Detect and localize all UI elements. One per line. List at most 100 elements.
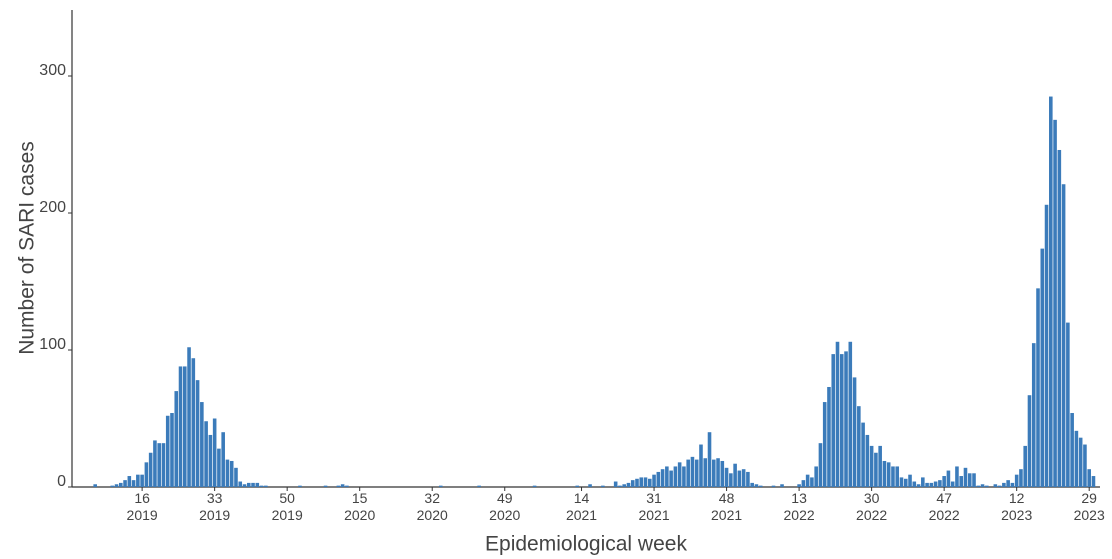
bar <box>908 474 912 487</box>
x-tick-label: 49 2020 <box>489 490 521 523</box>
bar <box>895 466 900 487</box>
bar <box>690 456 695 487</box>
bar <box>874 452 878 487</box>
bar <box>754 484 759 487</box>
x-tick-label: 31 2021 <box>638 490 670 523</box>
bar <box>438 485 443 487</box>
x-tick-label: 15 2020 <box>344 490 376 523</box>
bar <box>903 478 908 487</box>
bar <box>123 480 127 487</box>
bar <box>323 485 328 487</box>
bar <box>208 434 213 487</box>
bar <box>1061 184 1066 488</box>
bar <box>967 473 972 487</box>
bar <box>660 469 665 487</box>
bar <box>93 484 97 487</box>
bar <box>720 460 725 487</box>
bar <box>724 467 729 487</box>
bar <box>532 485 537 487</box>
bar <box>780 484 784 487</box>
bar <box>733 463 737 487</box>
bar <box>114 484 119 487</box>
bar <box>844 351 848 487</box>
x-tick-label: 30 2022 <box>856 490 888 523</box>
bar <box>161 443 166 487</box>
bar <box>200 402 204 487</box>
x-tick-label: 12 2023 <box>1001 490 1033 523</box>
bar <box>601 485 605 487</box>
bar <box>857 406 861 487</box>
y-tick-label: 200 <box>39 199 66 216</box>
bar <box>916 484 921 487</box>
bar <box>997 485 1002 487</box>
bar <box>963 467 968 487</box>
bar <box>758 485 763 487</box>
bar <box>950 481 955 487</box>
bar <box>665 466 669 487</box>
bar <box>622 484 626 487</box>
bar <box>946 470 951 487</box>
bar <box>229 460 234 487</box>
bar <box>298 485 302 487</box>
bar <box>1087 469 1091 487</box>
bar <box>259 485 264 487</box>
bar <box>703 458 708 487</box>
bar <box>1049 96 1053 488</box>
bar <box>588 484 592 487</box>
bar <box>814 466 818 487</box>
x-tick-label: 48 2021 <box>711 490 743 523</box>
bar <box>1057 149 1062 488</box>
bar <box>985 485 989 487</box>
bar <box>1091 476 1096 487</box>
bar <box>750 482 754 487</box>
bar <box>835 341 840 487</box>
bar <box>1040 248 1045 487</box>
bar <box>921 477 925 487</box>
x-tick-label: 47 2022 <box>928 490 960 523</box>
y-tick-label: 300 <box>39 62 66 79</box>
bar <box>251 482 255 487</box>
bar <box>246 482 251 487</box>
bar <box>195 380 200 487</box>
bar <box>865 434 870 487</box>
bar <box>699 444 703 487</box>
x-tick-label: 50 2019 <box>271 490 303 523</box>
bar <box>933 481 938 487</box>
bar <box>144 462 149 487</box>
bar <box>686 459 690 487</box>
y-axis-title: Number of SARI cases <box>16 141 39 355</box>
bar <box>1019 469 1023 487</box>
bar <box>827 386 831 487</box>
bar <box>1027 395 1032 487</box>
bar <box>153 440 157 487</box>
bar <box>345 485 349 487</box>
bar <box>140 474 144 487</box>
bar <box>839 354 844 487</box>
x-tick-label: 32 2020 <box>416 490 448 523</box>
bar <box>891 466 895 487</box>
bar <box>682 466 686 487</box>
bar <box>212 418 217 487</box>
bar <box>801 480 806 487</box>
bar <box>643 477 648 487</box>
bar <box>110 485 115 487</box>
bar <box>1074 430 1079 487</box>
bar <box>131 480 136 487</box>
bar <box>673 466 678 487</box>
bar <box>255 482 260 487</box>
bar <box>797 484 801 487</box>
x-tick-label: 33 2019 <box>199 490 231 523</box>
bar <box>157 443 161 487</box>
bar <box>652 474 656 487</box>
bar <box>810 477 814 487</box>
bar <box>1053 119 1057 487</box>
bar <box>878 445 882 487</box>
bar <box>1078 437 1083 487</box>
bar <box>737 470 742 487</box>
bar <box>707 432 712 487</box>
bar <box>861 422 865 487</box>
bar <box>669 470 673 487</box>
bar <box>165 415 170 487</box>
